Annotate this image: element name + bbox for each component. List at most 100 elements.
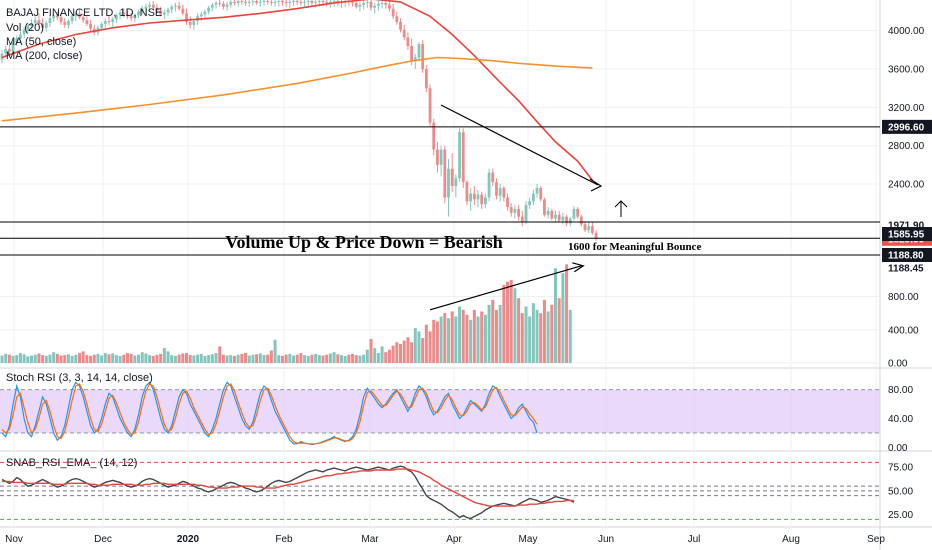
volume-bar — [4, 353, 8, 364]
candle-body — [222, 3, 225, 7]
candle-body — [48, 18, 52, 24]
candle-body — [52, 15, 56, 19]
candle-body — [22, 29, 26, 35]
candle-body — [380, 2, 384, 4]
candle-body — [133, 15, 137, 19]
price-candle — [439, 145, 443, 177]
price-candle — [454, 174, 458, 198]
price-candle — [63, 18, 67, 28]
price-candle — [487, 168, 491, 202]
candle-body — [406, 37, 410, 47]
price-candle — [509, 203, 513, 217]
volume-bar — [491, 299, 495, 364]
candle-body — [126, 14, 129, 17]
volume-bar — [155, 354, 159, 364]
price-candle — [273, 0, 277, 7]
volume-bar — [365, 349, 369, 364]
price-candle — [587, 222, 591, 233]
bounce-annotation: 1600 for Meaningful Bounce — [568, 241, 701, 253]
candle-body — [498, 187, 502, 196]
candle-body — [299, 1, 303, 3]
price-candle — [269, 0, 273, 6]
volume-bar — [554, 268, 557, 364]
candle-body — [439, 149, 443, 165]
candle-body — [262, 0, 266, 2]
volume-bar — [476, 316, 480, 364]
volume-bar — [103, 353, 107, 364]
volume-bar — [236, 354, 240, 364]
volume-bar — [81, 351, 85, 364]
candle-body — [210, 4, 214, 8]
candle-body — [306, 0, 310, 2]
volume-bar — [251, 354, 255, 364]
candle-body — [413, 57, 417, 62]
price-candle — [340, 0, 343, 8]
candle-body — [255, 0, 259, 3]
volume-bar — [269, 350, 273, 364]
price-candle — [572, 206, 576, 221]
candle-body — [421, 44, 425, 70]
volume-bar — [376, 353, 380, 364]
volume-bar — [520, 313, 524, 364]
candle-body — [26, 25, 30, 30]
legend-ma50[interactable]: MA (50, close) — [6, 36, 76, 48]
volume-bar — [59, 355, 63, 364]
candle-body — [458, 132, 461, 179]
volume-bar — [52, 352, 56, 364]
candle-body — [258, 1, 262, 3]
volume-badge-label: 1188.45 — [888, 264, 924, 275]
volume-bar — [472, 309, 476, 364]
price-candle — [111, 17, 115, 27]
candle-body — [129, 16, 133, 19]
price-candle — [391, 3, 395, 20]
price-candle — [472, 185, 476, 206]
volume-bar — [314, 353, 318, 364]
price-candle — [576, 207, 580, 219]
candle-body — [314, 1, 318, 3]
volume-bar — [380, 346, 384, 364]
price-y-tick-label: 4000.00 — [888, 26, 925, 37]
volume-bar — [284, 354, 288, 364]
volume-bar — [258, 353, 262, 364]
volume-bar — [546, 311, 550, 364]
volume-bar — [229, 355, 233, 364]
candle-body — [192, 21, 196, 25]
price-candle — [126, 10, 129, 20]
volume-bar — [531, 303, 535, 364]
headline-annotation: Volume Up & Price Down = Bearish — [225, 232, 503, 252]
legend-volume[interactable]: Vol (20) — [6, 22, 44, 34]
volume-bar — [114, 355, 118, 364]
legend-ma200[interactable]: MA (200, close) — [6, 50, 82, 62]
stoch-series-d — [1, 383, 538, 445]
price-y-tick-label: 2800.00 — [888, 141, 925, 152]
candle-body — [170, 6, 174, 10]
price-candle — [284, 0, 288, 7]
volume-trendline — [429, 265, 582, 311]
candle-body — [240, 0, 244, 2]
volume-bar — [295, 354, 299, 364]
ma200-line — [1, 56, 593, 122]
price-candle — [535, 184, 539, 198]
candle-body — [55, 15, 59, 18]
price-candle — [591, 222, 594, 235]
volume-bar — [502, 284, 506, 364]
snab-y-tick-label: 75.00 — [888, 463, 913, 474]
volume-bar — [373, 348, 377, 364]
volume-bar — [70, 355, 74, 364]
candle-body — [480, 194, 484, 205]
price-candle — [506, 193, 509, 211]
candle-body — [373, 5, 377, 8]
price-candle — [495, 178, 498, 200]
volume-bar — [0, 355, 4, 364]
volume-bar — [240, 353, 244, 364]
price-candle — [483, 193, 487, 209]
legend-snab-rsi-ema[interactable]: SNAB_RSI_EMA_ (14, 12) — [6, 457, 137, 469]
price-candle — [277, 0, 281, 7]
price-candle — [517, 205, 520, 221]
candle-body — [424, 69, 428, 89]
price-candle — [114, 13, 118, 24]
candle-body — [469, 193, 473, 202]
price-candle — [140, 5, 144, 15]
legend-stoch-rsi[interactable]: Stoch RSI (3, 3, 14, 14, close) — [6, 372, 153, 384]
volume-bar — [162, 348, 166, 364]
